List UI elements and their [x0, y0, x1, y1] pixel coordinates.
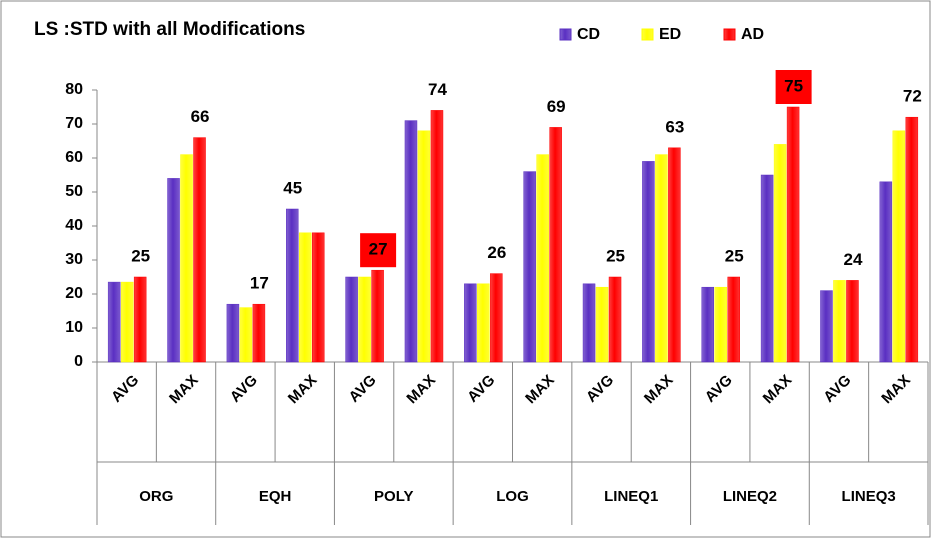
bar [595, 286, 609, 363]
legend-label: CD [577, 26, 600, 43]
bar [760, 174, 774, 363]
value-label: 45 [283, 178, 302, 197]
bar [286, 208, 299, 363]
value-label: 25 [606, 246, 625, 265]
value-label: 17 [250, 274, 269, 293]
bar [582, 283, 596, 363]
group-label: LINEQ1 [604, 488, 658, 505]
bar [536, 154, 549, 363]
legend-swatch [559, 28, 572, 41]
bar [430, 110, 444, 363]
bar [193, 137, 206, 363]
legend-label: ED [659, 26, 681, 43]
bar [655, 154, 668, 363]
bar [120, 281, 134, 363]
bar [239, 307, 253, 363]
y-tick-label: 50 [65, 183, 83, 200]
y-tick-label: 70 [65, 115, 83, 132]
bar [180, 154, 193, 363]
value-label-background [360, 233, 397, 268]
bar [714, 286, 727, 363]
bar [345, 276, 358, 363]
value-label: 26 [487, 243, 506, 262]
y-tick-label: 20 [65, 285, 83, 302]
chart-title: LS :STD with all Modifications [34, 19, 305, 40]
bar [167, 178, 180, 363]
y-tick-label: 60 [65, 149, 83, 166]
bar [701, 286, 714, 363]
legend-swatch [641, 28, 654, 41]
value-label: 69 [547, 97, 566, 116]
group-label: LINEQ3 [842, 488, 896, 505]
y-tick-label: 0 [74, 353, 83, 370]
group-label: LOG [496, 488, 529, 505]
bar [905, 116, 919, 363]
value-label-background [775, 70, 812, 104]
y-tick-label: 30 [65, 251, 83, 268]
bar [358, 276, 371, 363]
value-label: 66 [191, 107, 210, 126]
value-label: 63 [665, 117, 684, 136]
bar [773, 144, 787, 363]
group-label: POLY [374, 488, 413, 505]
bar [668, 147, 681, 363]
group-label: EQH [259, 488, 292, 505]
bar [786, 106, 800, 363]
bar [107, 281, 121, 363]
bar [252, 303, 266, 363]
bar [417, 130, 431, 363]
group-label: ORG [139, 488, 173, 505]
bar [464, 283, 477, 363]
bar [846, 280, 859, 363]
value-label: 75 [784, 76, 803, 95]
legend-label: AD [741, 26, 764, 43]
y-tick-label: 10 [65, 319, 83, 336]
bar [490, 273, 503, 363]
value-label: 27 [369, 240, 388, 259]
bar [299, 232, 312, 363]
value-label: 74 [428, 80, 447, 99]
value-label: 25 [131, 246, 150, 265]
bar [226, 303, 240, 363]
bar [727, 276, 740, 363]
value-label: 24 [844, 250, 863, 269]
bar [879, 181, 893, 363]
y-tick-label: 80 [65, 81, 83, 98]
bar [133, 276, 147, 363]
bar [404, 120, 418, 363]
bar [833, 280, 846, 363]
bar [477, 283, 490, 363]
group-label: LINEQ2 [723, 488, 777, 505]
bar [642, 161, 655, 363]
bar [608, 276, 622, 363]
value-label: 25 [725, 246, 744, 265]
bar [371, 269, 384, 363]
y-tick-label: 40 [65, 217, 83, 234]
value-label: 72 [903, 87, 922, 106]
bar [892, 130, 906, 363]
bar [549, 127, 562, 363]
bar [312, 232, 325, 363]
legend-swatch [723, 28, 736, 41]
bar [820, 290, 833, 363]
bar [523, 171, 536, 363]
